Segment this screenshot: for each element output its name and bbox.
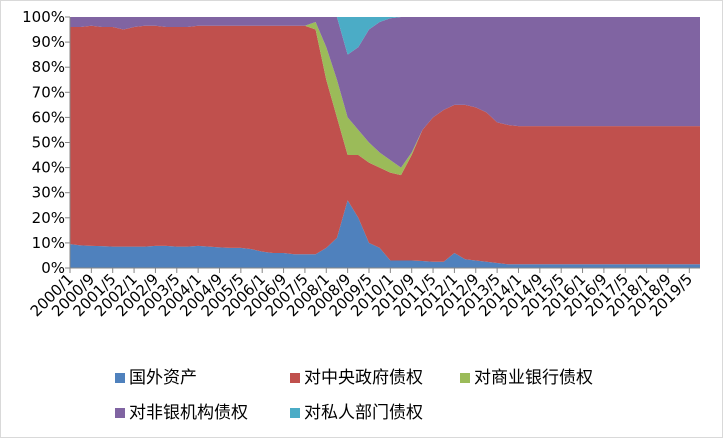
legend-label: 对中央政府债权 <box>304 368 423 388</box>
legend-label: 对非银机构债权 <box>129 403 248 423</box>
y-tick-label: 60% <box>32 108 65 126</box>
y-tick-label: 40% <box>32 159 65 177</box>
legend-label: 对私人部门债权 <box>304 403 423 423</box>
legend-label: 对商业银行债权 <box>474 368 593 388</box>
area <box>70 200 700 268</box>
y-tick-label: 70% <box>32 83 65 101</box>
y-tick-label: 50% <box>32 134 65 152</box>
y-tick-label: 20% <box>32 209 65 227</box>
legend-swatch <box>290 373 300 383</box>
legend-label: 国外资产 <box>129 368 197 388</box>
y-tick-label: 10% <box>32 234 65 252</box>
legend-swatch <box>290 408 300 418</box>
y-tick-label: 0% <box>41 259 65 277</box>
legend-swatch <box>115 408 125 418</box>
y-tick-label: 100% <box>22 8 65 26</box>
y-tick-label: 80% <box>32 58 65 76</box>
plot-area: 0%10%20%30%40%50%60%70%80%90%100%2000/12… <box>22 8 700 320</box>
y-tick-label: 30% <box>32 184 65 202</box>
legend-swatch <box>115 373 125 383</box>
area <box>70 25 700 265</box>
y-tick-label: 90% <box>32 33 65 51</box>
legend-swatch <box>460 373 470 383</box>
area <box>70 17 700 168</box>
